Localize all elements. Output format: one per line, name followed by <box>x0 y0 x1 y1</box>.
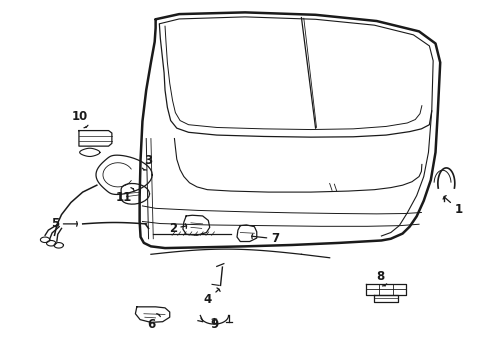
Text: 6: 6 <box>147 314 160 331</box>
Text: 1: 1 <box>443 195 463 216</box>
Text: 11: 11 <box>116 188 134 204</box>
Text: 7: 7 <box>252 232 279 245</box>
Text: 4: 4 <box>204 288 220 306</box>
Text: 2: 2 <box>169 222 187 235</box>
Text: 9: 9 <box>210 318 219 331</box>
Text: 3: 3 <box>142 154 152 170</box>
Text: 8: 8 <box>376 270 387 286</box>
Text: 5: 5 <box>51 217 77 230</box>
Text: 10: 10 <box>71 109 88 128</box>
